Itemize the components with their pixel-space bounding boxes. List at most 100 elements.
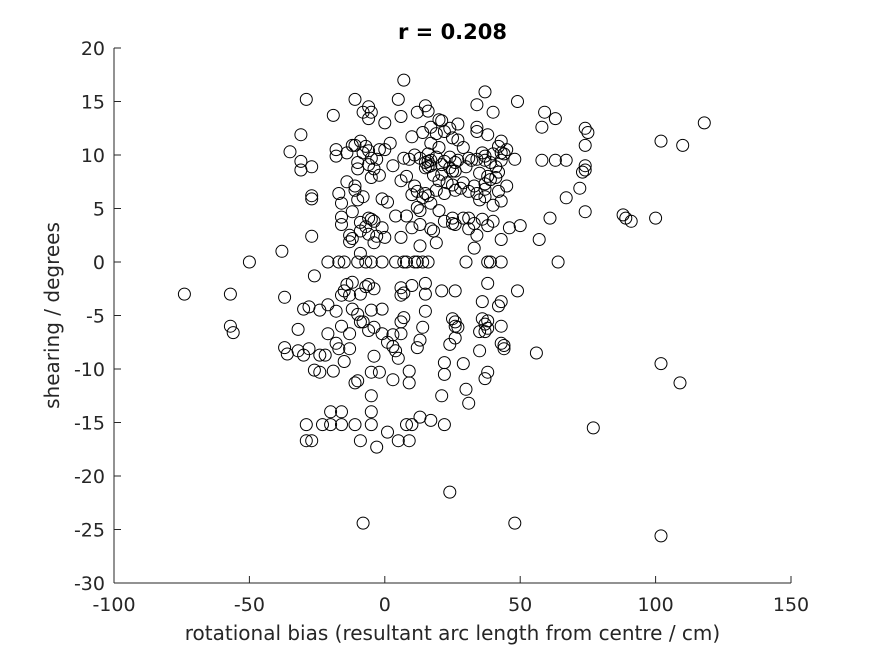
data-point <box>543 211 557 225</box>
data-point <box>494 153 508 167</box>
data-point <box>364 212 378 226</box>
data-point <box>578 205 592 219</box>
data-point <box>451 320 465 334</box>
data-point <box>483 255 497 269</box>
data-point <box>616 208 630 222</box>
data-point <box>364 151 378 165</box>
data-point <box>624 214 638 228</box>
data-point <box>440 176 454 190</box>
data-point <box>381 425 394 439</box>
data-point <box>443 150 457 164</box>
data-point <box>345 138 359 152</box>
data-point <box>429 183 443 197</box>
data-point <box>676 138 690 152</box>
data-point <box>532 233 546 246</box>
data-point <box>432 204 446 218</box>
data-point <box>364 303 378 317</box>
data-point <box>435 389 449 403</box>
data-point <box>364 405 378 419</box>
y-axis-ticks: -30 -25 -20 -15 -10 -5 0 5 10 15 20 <box>74 38 121 595</box>
data-point <box>299 434 313 448</box>
data-point <box>394 288 408 302</box>
data-point <box>446 131 459 145</box>
data-point <box>654 529 668 543</box>
data-point <box>551 255 565 269</box>
x-tick-label: 50 <box>508 594 532 616</box>
data-point <box>356 516 370 530</box>
data-point <box>470 187 484 200</box>
data-point <box>321 298 335 312</box>
data-point <box>343 235 357 249</box>
data-point <box>481 321 495 335</box>
x-tick-label: 100 <box>637 594 673 616</box>
data-point <box>475 295 489 309</box>
data-point <box>578 138 592 152</box>
data-point <box>391 92 405 106</box>
data-point <box>443 121 457 135</box>
data-point <box>400 418 413 432</box>
data-point <box>386 340 400 353</box>
data-point <box>302 342 316 356</box>
data-point <box>446 211 459 225</box>
data-point <box>294 128 308 142</box>
data-point <box>421 255 435 269</box>
data-point <box>494 255 508 269</box>
data-point <box>511 95 524 108</box>
data-point <box>402 364 416 378</box>
data-point <box>486 198 500 212</box>
data-point <box>324 405 338 419</box>
y-tick-label: 10 <box>81 145 105 167</box>
data-point <box>305 229 319 243</box>
data-point <box>335 418 348 432</box>
data-point <box>456 357 470 371</box>
data-point <box>329 304 343 318</box>
data-point <box>337 255 351 269</box>
y-tick-label: 15 <box>81 92 105 114</box>
data-point <box>437 367 451 381</box>
data-point <box>332 187 346 200</box>
x-tick-label: -100 <box>92 594 135 616</box>
data-point <box>502 221 516 235</box>
data-point <box>576 165 589 179</box>
data-point <box>435 114 449 128</box>
data-point <box>345 275 359 289</box>
data-point <box>297 302 311 316</box>
data-point <box>386 373 400 387</box>
data-point <box>529 346 543 360</box>
data-point <box>481 128 495 142</box>
data-point <box>448 331 462 345</box>
data-point <box>335 405 348 419</box>
plot-area <box>114 48 791 583</box>
data-point <box>421 104 435 118</box>
y-tick-label: -25 <box>74 520 105 542</box>
data-point <box>305 192 319 206</box>
data-point <box>456 211 470 225</box>
data-point <box>697 116 711 130</box>
data-point <box>500 143 514 157</box>
data-point <box>305 434 319 448</box>
data-point <box>451 117 465 131</box>
data-point <box>383 136 397 150</box>
data-point <box>370 152 384 166</box>
data-point <box>364 418 378 432</box>
data-point <box>494 233 508 246</box>
data-point <box>370 440 384 454</box>
data-point <box>321 255 335 269</box>
data-point <box>481 365 495 379</box>
data-point <box>389 209 403 223</box>
data-point <box>400 209 413 223</box>
data-point <box>340 175 354 189</box>
x-tick-label: 0 <box>379 594 391 616</box>
data-point <box>451 153 465 167</box>
data-point <box>359 139 373 153</box>
data-point <box>535 120 549 134</box>
data-point <box>473 166 487 180</box>
data-point <box>470 98 484 112</box>
data-point <box>435 158 449 172</box>
data-point <box>299 92 313 106</box>
data-point <box>478 325 492 339</box>
data-point <box>481 255 495 269</box>
data-point <box>345 232 359 245</box>
data-point <box>364 389 378 403</box>
data-point <box>437 418 451 432</box>
